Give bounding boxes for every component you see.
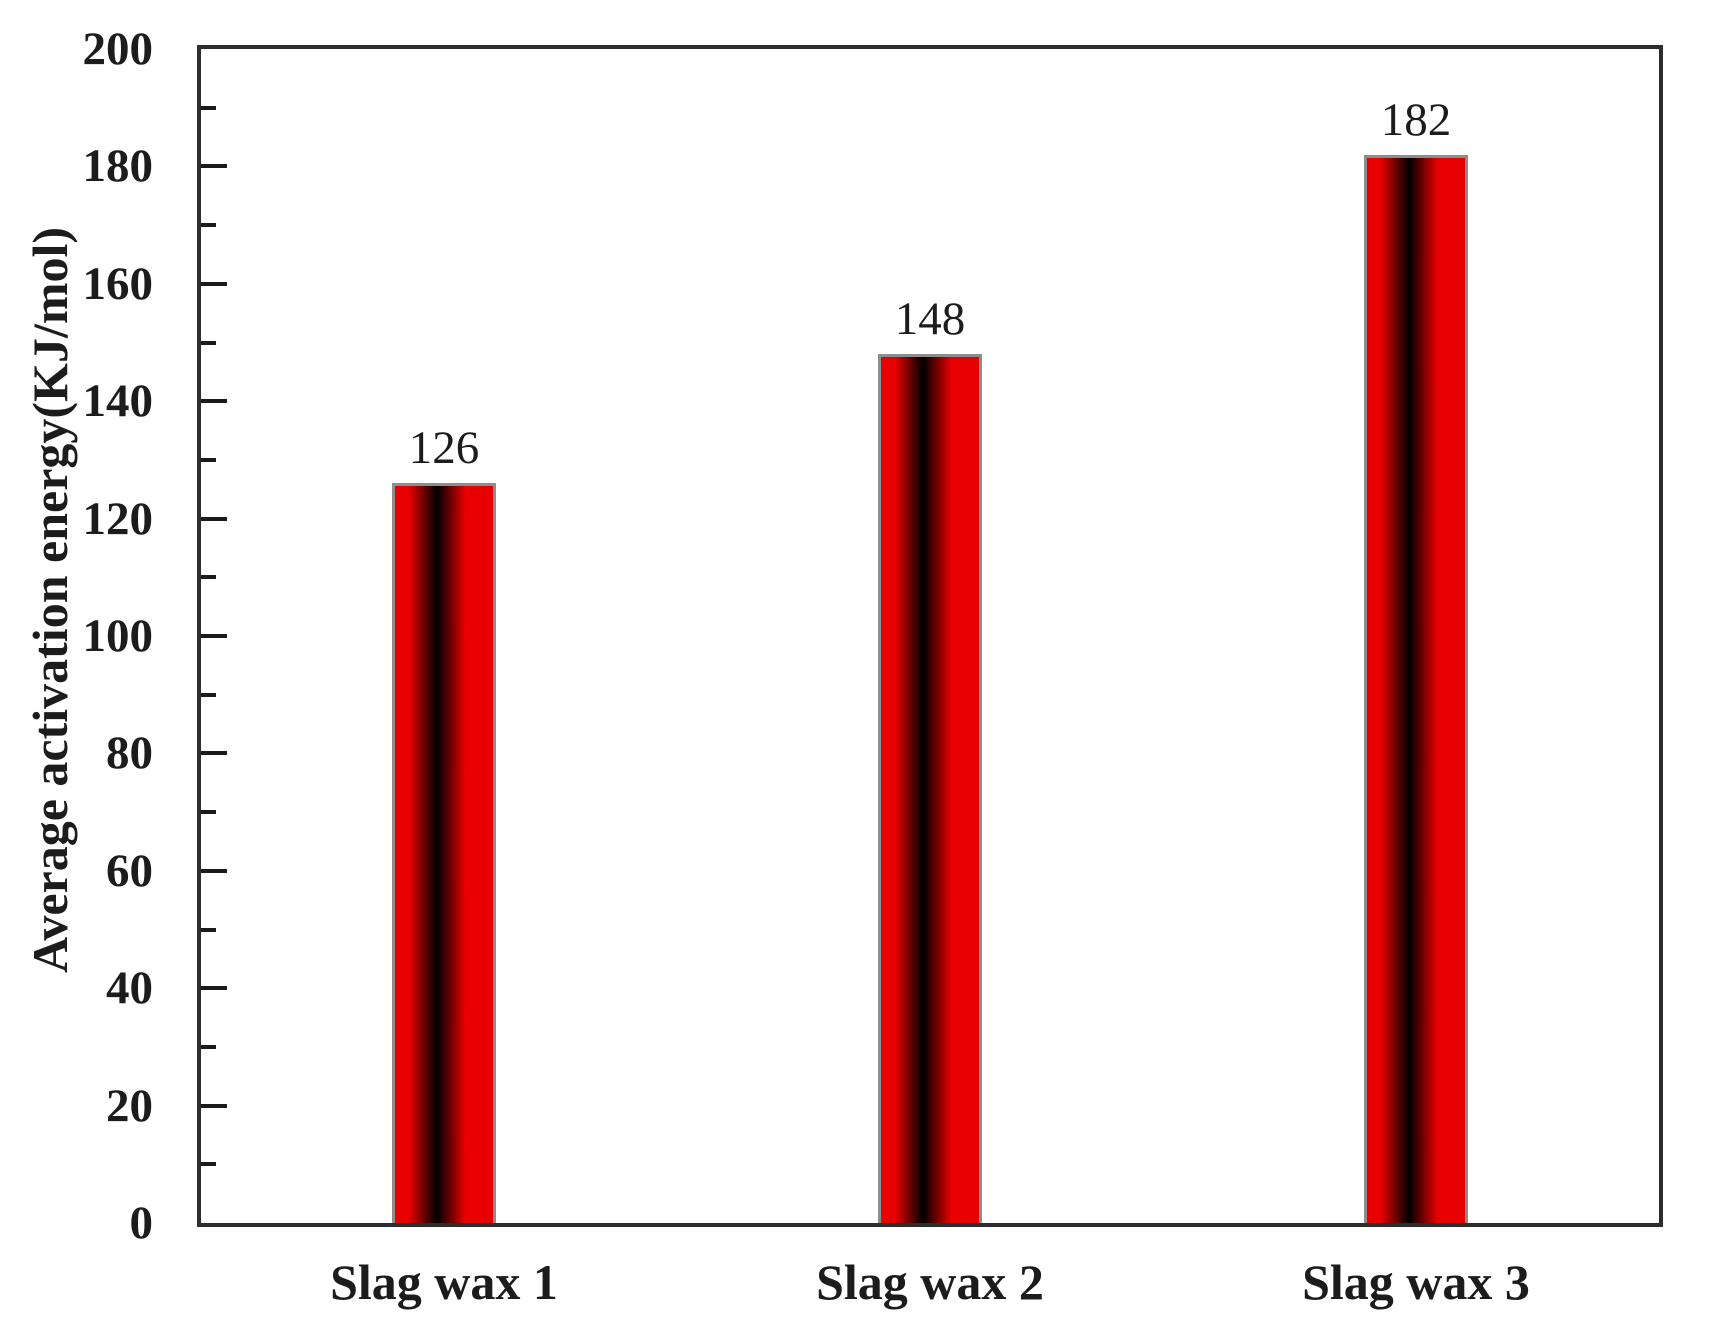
plot-area: 126 148 182 <box>197 45 1663 1227</box>
x-tick-label: Slag wax 3 <box>1302 1254 1530 1310</box>
y-tick-label: 160 <box>82 257 154 310</box>
y-tick-label: 0 <box>129 1197 154 1249</box>
y-minor-tick <box>201 105 216 110</box>
y-major-tick <box>201 1103 227 1108</box>
bar-slag-wax-1 <box>392 483 496 1223</box>
y-minor-tick <box>201 575 216 580</box>
y-tick-label: 60 <box>106 844 153 897</box>
y-tick-label: 20 <box>106 1079 153 1132</box>
y-major-tick <box>201 868 227 873</box>
y-axis-tick-labels: 0 20 40 60 80 100 120 140 160 180 200 <box>0 23 175 1249</box>
bar-slag-wax-2 <box>878 354 982 1223</box>
y-minor-tick <box>201 340 216 345</box>
y-major-tick <box>201 281 227 286</box>
y-tick-label: 180 <box>82 140 154 193</box>
y-tick-label: 140 <box>82 375 154 428</box>
x-axis-tick-labels: Slag wax 1 Slag wax 2 Slag wax 3 <box>201 1231 1659 1331</box>
y-minor-tick <box>201 810 216 815</box>
x-tick-label: Slag wax 2 <box>816 1254 1044 1310</box>
bar-value-label: 148 <box>894 293 966 345</box>
y-major-tick <box>201 164 227 169</box>
y-major-tick <box>201 986 227 991</box>
y-major-tick <box>201 751 227 756</box>
y-major-tick <box>201 399 227 404</box>
y-minor-tick <box>201 457 216 462</box>
y-major-tick <box>201 634 227 638</box>
y-minor-tick <box>201 1044 216 1049</box>
y-tick-label: 40 <box>106 962 153 1015</box>
x-tick-label: Slag wax 1 <box>330 1254 558 1310</box>
y-major-tick <box>201 516 227 521</box>
y-tick-label: 100 <box>82 610 154 662</box>
bar-value-label: 126 <box>408 422 480 474</box>
bar-value-label: 182 <box>1380 94 1452 146</box>
y-tick-label: 120 <box>82 492 154 545</box>
y-tick-label: 200 <box>82 23 154 75</box>
y-minor-tick <box>201 223 216 228</box>
y-tick-label: 80 <box>106 727 153 780</box>
y-minor-tick <box>201 692 216 697</box>
y-minor-tick <box>201 1162 216 1167</box>
bar-slag-wax-3 <box>1364 155 1468 1223</box>
y-minor-tick <box>201 927 216 932</box>
